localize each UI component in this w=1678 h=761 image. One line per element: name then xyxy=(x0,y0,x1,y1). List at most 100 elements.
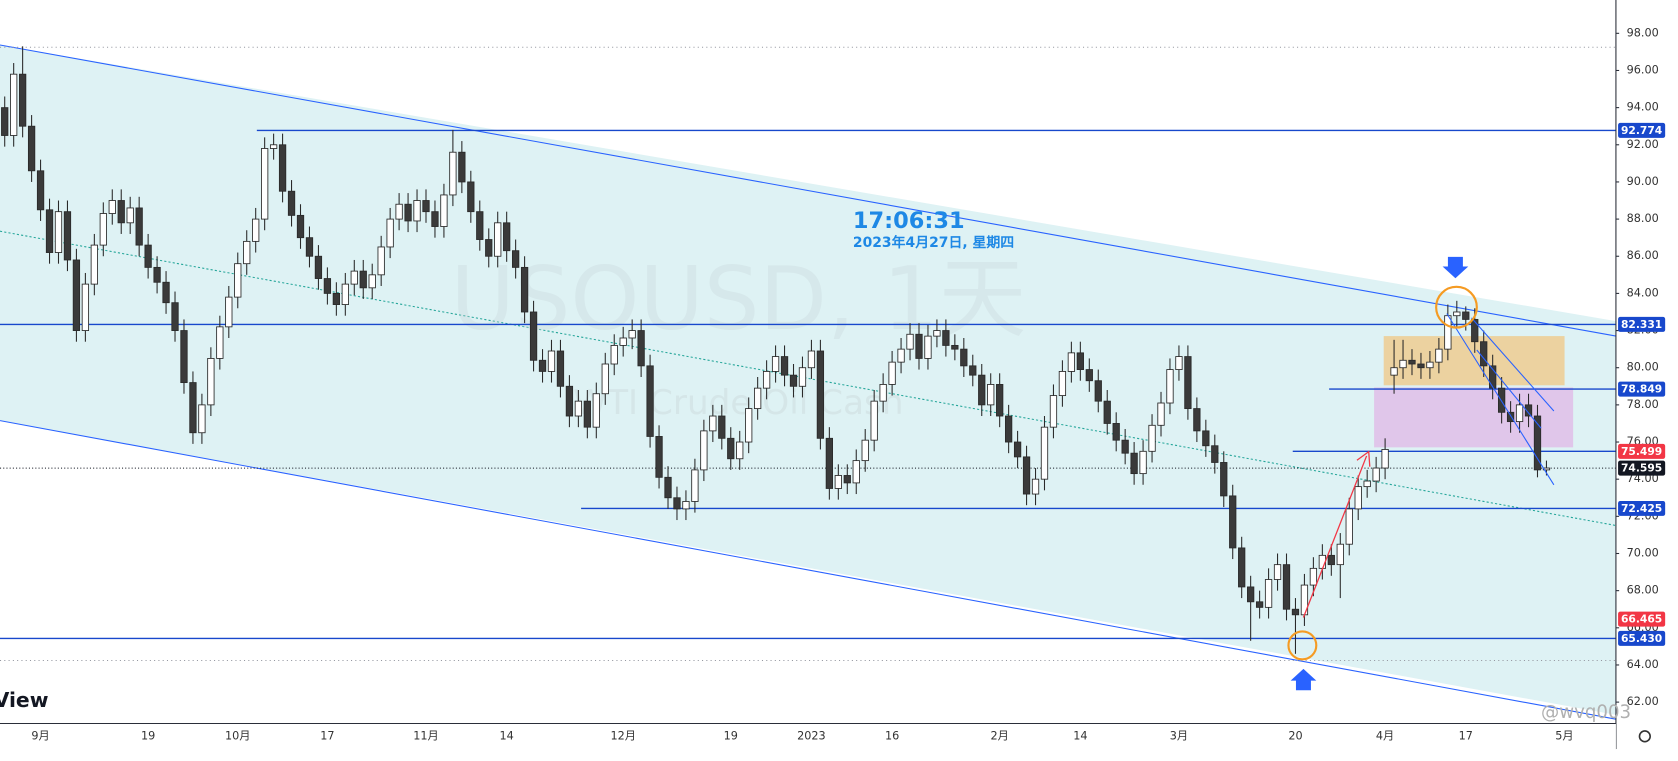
candle-body xyxy=(1157,402,1165,426)
x-tick-label: 14 xyxy=(500,729,514,742)
candle-body xyxy=(1121,439,1129,454)
candle-body xyxy=(18,73,27,127)
candle-body xyxy=(305,237,314,257)
candle-body xyxy=(843,475,851,484)
candle-body xyxy=(1471,318,1479,343)
y-tick-label: 62.00 xyxy=(1627,695,1659,708)
y-tick-label: 68.00 xyxy=(1627,584,1659,597)
candle-body xyxy=(1390,367,1398,376)
x-tick-label: 16 xyxy=(885,729,899,742)
x-tick-label: 19 xyxy=(724,729,738,742)
branding: View xyxy=(0,688,49,712)
candle-body xyxy=(1076,352,1084,371)
candle-body xyxy=(1453,311,1461,317)
candle-body xyxy=(332,292,341,305)
price-axis xyxy=(1615,0,1678,724)
candle-body xyxy=(323,278,332,294)
arrow-up-line xyxy=(1302,455,1368,618)
trend-line xyxy=(1476,349,1542,429)
x-tick-label: 11月 xyxy=(413,729,439,742)
x-tick-label: 12月 xyxy=(610,729,636,742)
candle-body xyxy=(1408,359,1416,365)
watermark-symbol: USOUSD, 1天 xyxy=(450,248,1026,350)
candle-body xyxy=(816,350,825,439)
settings-icon[interactable] xyxy=(1638,730,1651,743)
candle-body xyxy=(350,270,358,285)
candle-body xyxy=(1354,486,1362,510)
candle-body xyxy=(395,203,403,220)
candle-body xyxy=(27,125,36,172)
candle-body xyxy=(736,441,744,460)
price-label: 72.425 xyxy=(1621,502,1662,515)
candle-body xyxy=(135,207,143,246)
candle-body xyxy=(1435,348,1443,363)
candle-body xyxy=(1542,467,1551,471)
candle-body xyxy=(225,296,233,328)
candle-body xyxy=(162,281,170,304)
arrow-up-icon xyxy=(1290,668,1317,691)
candle-body xyxy=(978,374,986,406)
candle-body xyxy=(1220,462,1228,497)
candle-body xyxy=(458,151,466,183)
candle-body xyxy=(278,144,287,192)
price-label: 66.465 xyxy=(1621,613,1662,626)
candle-body xyxy=(1282,564,1291,610)
candle-body xyxy=(547,350,556,372)
clock-date: 2023年4月27日, 星期四 xyxy=(853,234,1014,251)
candle-body xyxy=(1211,445,1219,463)
candle-body xyxy=(1497,387,1506,413)
candle-body xyxy=(1417,363,1425,369)
y-tick-label: 78.00 xyxy=(1627,398,1659,411)
price-label-box xyxy=(1618,443,1666,459)
candle-body xyxy=(1166,369,1174,404)
candle-body xyxy=(1202,430,1210,447)
candle-body xyxy=(1013,441,1022,458)
candle-body xyxy=(583,400,591,428)
candle-body xyxy=(771,356,780,372)
candle-body xyxy=(1229,495,1237,549)
y-tick-label: 92.00 xyxy=(1627,138,1659,151)
candle-body xyxy=(1309,567,1318,586)
candle-body xyxy=(368,274,376,289)
candle-body xyxy=(216,326,224,359)
price-label: 65.430 xyxy=(1621,632,1662,645)
candle-body xyxy=(287,190,296,216)
candle-body xyxy=(1175,356,1183,371)
candle-body xyxy=(72,259,81,331)
price-label: 78.849 xyxy=(1621,383,1662,396)
y-tick-label: 96.00 xyxy=(1627,63,1659,76)
candle-body xyxy=(234,263,242,298)
candle-body xyxy=(90,244,98,285)
candle-body xyxy=(718,415,726,439)
levels-layer xyxy=(0,46,1616,662)
trend-line xyxy=(1471,317,1555,412)
x-tick-label: 19 xyxy=(141,729,155,742)
candle-body xyxy=(727,437,735,460)
x-tick-label: 2023 xyxy=(797,729,826,742)
highlight-circle xyxy=(1435,285,1478,329)
candle-body xyxy=(1336,543,1344,566)
candle-body xyxy=(386,218,394,248)
candle-body xyxy=(144,244,152,268)
candle-body xyxy=(45,209,54,253)
candle-body xyxy=(745,408,753,443)
candle-body xyxy=(377,246,385,276)
candle-body xyxy=(1130,452,1138,475)
candle-body xyxy=(924,335,932,359)
candle-body xyxy=(1031,478,1040,495)
candle-body xyxy=(1148,424,1156,452)
watermark-description: WTI Crude Oil Cash xyxy=(573,383,903,423)
candle-body xyxy=(341,283,349,305)
candle-body xyxy=(503,222,511,252)
candle-body xyxy=(189,382,197,434)
candle-body xyxy=(1004,415,1013,443)
candle-body xyxy=(942,330,950,346)
candle-body xyxy=(1238,547,1246,588)
price-label-box xyxy=(1618,611,1666,627)
candle-body xyxy=(951,344,959,350)
bottom-strip xyxy=(0,749,1678,761)
price-label-box xyxy=(1618,460,1666,476)
time-axis xyxy=(0,723,1616,750)
candle-body xyxy=(754,387,762,410)
candle-body xyxy=(691,469,699,502)
